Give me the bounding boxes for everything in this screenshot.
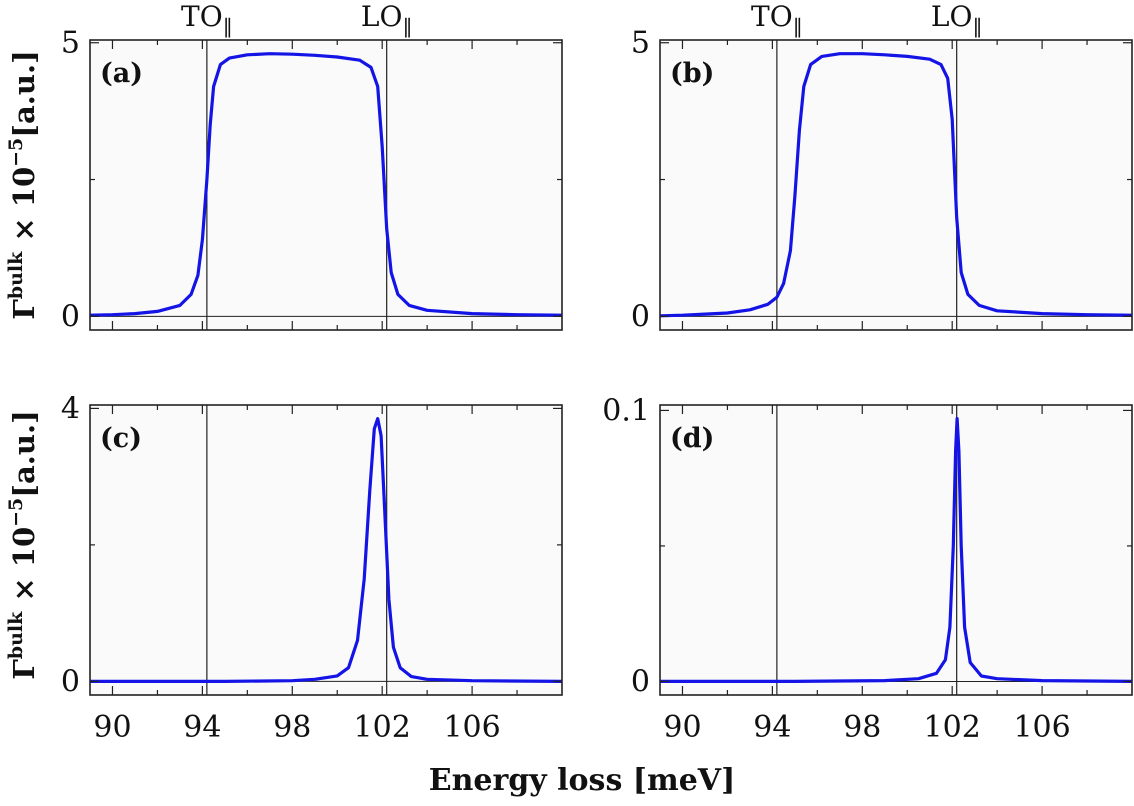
panel-d: 90 94 98 102 106 0 0.1 (d) [602, 393, 1133, 745]
y-axis-title-part: Γ [7, 299, 41, 320]
y-tick-label: 4 [61, 391, 80, 426]
top-label-text: LO [361, 0, 403, 33]
y-axis-title-part: Γ [7, 659, 41, 680]
top-label-text: TO [751, 0, 793, 33]
x-tick-label: 94 [753, 710, 791, 745]
y-axis-title-part: −5 [5, 498, 27, 527]
x-tick-label: 90 [93, 710, 131, 745]
plot-frame [659, 404, 1133, 696]
panel-label: (c) [100, 423, 142, 454]
y-tick-label: 5 [631, 26, 650, 61]
plot-frame [89, 39, 563, 331]
y-tick-label: 0.1 [602, 393, 650, 428]
top-label-subscript: ‖ [972, 14, 982, 39]
panel-c: 90 94 98 102 106 0 4 (c) [61, 391, 563, 745]
top-label-subscript: ‖ [223, 14, 233, 39]
panel-b: 05(b)TO‖ LO‖ [631, 0, 1133, 334]
top-label-subscript: ‖ [793, 14, 803, 39]
spectrum-curve [89, 52, 563, 317]
plot-area [660, 405, 1132, 695]
lo-label: LO‖ [931, 0, 983, 39]
y-tick-label: 5 [61, 26, 80, 61]
y-axis-title-part: bulk [5, 251, 27, 299]
y-axis-title-part: × 10 [7, 527, 41, 612]
top-label-subscript: ‖ [402, 14, 412, 39]
to-label: TO‖ [181, 0, 233, 39]
y-axis-title-part: [a.u.] [7, 410, 41, 498]
top-label-text: LO [931, 0, 973, 33]
plot-frame [89, 404, 563, 696]
y-axis-title-part: bulk [5, 611, 27, 659]
y-tick-label: 0 [631, 664, 650, 699]
plot-area [660, 40, 1132, 330]
plot-area [90, 405, 562, 695]
x-tick-label: 106 [1013, 710, 1070, 745]
panel-label: (d) [670, 423, 714, 454]
y-axis-title-part: [a.u.] [7, 50, 41, 138]
x-tick-label: 102 [924, 710, 981, 745]
x-tick-label: 98 [273, 710, 311, 745]
x-axis-title: Energy loss [meV] [429, 763, 736, 798]
y-axis-title-part: × 10 [7, 167, 41, 252]
panel-label: (a) [100, 58, 143, 89]
plot-area [90, 40, 562, 330]
x-tick-label: 102 [354, 710, 411, 745]
x-tick-label: 98 [843, 710, 881, 745]
top-label-text: TO [181, 0, 223, 33]
to-label: TO‖ [751, 0, 803, 39]
y-tick-label: 0 [631, 299, 650, 334]
plot-frame [659, 39, 1133, 331]
spectrum-curve [660, 417, 1133, 684]
x-tick-label: 106 [443, 710, 500, 745]
y-axis-title-bottom: Γbulk × 10−5[a.u.] [5, 410, 41, 680]
y-axis-title-part: −5 [5, 138, 27, 167]
y-tick-label: 0 [61, 299, 80, 334]
y-axis-title-top: Γbulk × 10−5[a.u.] [5, 50, 41, 320]
spectrum-curve [659, 52, 1133, 318]
x-tick-label: 94 [183, 710, 221, 745]
x-tick-label: 90 [663, 710, 701, 745]
panel-label: (b) [670, 58, 714, 89]
panel-a: 05(a)TO‖ LO‖ [61, 0, 563, 334]
spectrum-curve [90, 417, 563, 684]
lo-label: LO‖ [361, 0, 413, 39]
y-tick-label: 0 [61, 664, 80, 699]
